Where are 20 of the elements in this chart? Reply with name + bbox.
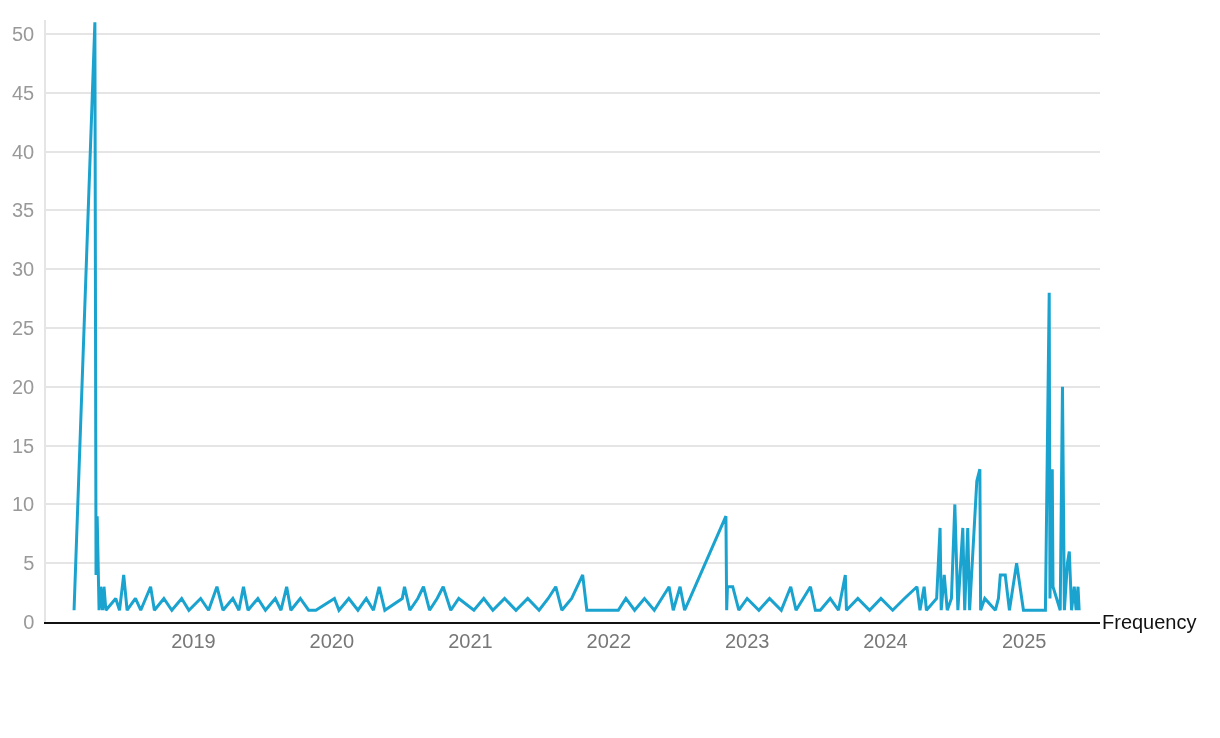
y-tick-label: 35 xyxy=(12,199,35,222)
y-tick-label: 30 xyxy=(12,258,35,281)
x-tick-label: 2025 xyxy=(1001,630,1047,652)
y-tick-label: 25 xyxy=(12,317,35,340)
y-tick-label: 15 xyxy=(12,434,35,457)
line-series xyxy=(72,20,1081,612)
x-tick-label: 2023 xyxy=(724,630,770,652)
x-tick-label: 2019 xyxy=(171,630,216,652)
x-tick-label: 2021 xyxy=(448,630,493,652)
x-tick-label: 2024 xyxy=(863,630,908,652)
y-tick-label: 50 xyxy=(12,23,35,46)
x-tick-label: 2022 xyxy=(586,630,632,652)
y-tick-label: 20 xyxy=(12,375,35,398)
y-tick-label: 40 xyxy=(12,140,35,163)
y-tick-label: 5 xyxy=(23,552,35,575)
x-tick-label: 2020 xyxy=(309,630,355,652)
series-label: Frequency xyxy=(1102,611,1197,633)
y-tick-label: 0 xyxy=(23,611,35,633)
y-tick-label: 45 xyxy=(12,81,35,104)
y-tick-label: 10 xyxy=(12,493,35,516)
